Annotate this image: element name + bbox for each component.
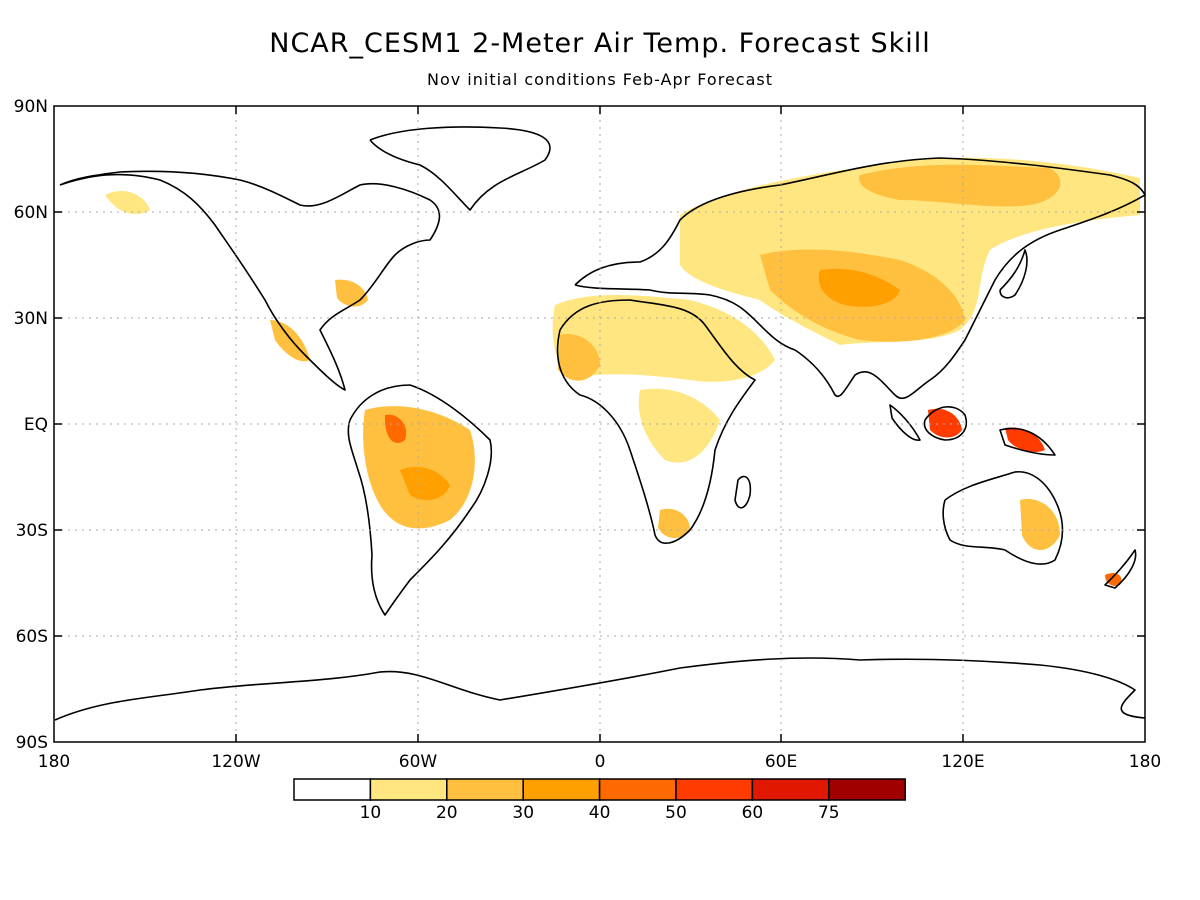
lon-label-180e: 180 bbox=[1129, 752, 1161, 772]
skill-shading bbox=[105, 157, 1140, 586]
coast-greenland bbox=[369, 126, 551, 211]
skill-region-siberia bbox=[859, 164, 1061, 207]
lat-label-30n: 30N bbox=[14, 309, 48, 329]
lon-label-180w: 180 bbox=[38, 752, 70, 772]
skill-region-us-east bbox=[335, 279, 368, 307]
lat-label-eq: EQ bbox=[24, 415, 48, 435]
lon-label-120e: 120E bbox=[941, 752, 984, 772]
colorbar-swatch bbox=[293, 778, 372, 801]
lat-label-90n: 90N bbox=[14, 97, 48, 117]
skill-region-new-guinea bbox=[1005, 427, 1045, 452]
coast-australia bbox=[942, 471, 1064, 565]
coast-new-zealand bbox=[1104, 549, 1137, 589]
skill-region-sahara bbox=[552, 295, 775, 382]
coast-north-america bbox=[59, 170, 441, 391]
skill-region-east-australia bbox=[1020, 499, 1060, 550]
skill-region-new-zealand bbox=[1105, 573, 1122, 586]
lat-label-90s: 90S bbox=[16, 733, 48, 753]
lat-label-60n: 60N bbox=[14, 203, 48, 223]
colorbar-swatch bbox=[522, 778, 601, 801]
coast-south-america bbox=[347, 384, 493, 616]
skill-region-borneo bbox=[928, 408, 962, 438]
coast-sumatra bbox=[889, 404, 921, 441]
coast-new-guinea bbox=[999, 427, 1056, 456]
lat-labels: 90N 60N 30N EQ 30S 60S 90S bbox=[14, 97, 48, 753]
skill-region-tibet bbox=[818, 268, 900, 307]
coast-africa bbox=[556, 299, 756, 544]
colorbar-swatch bbox=[369, 778, 448, 801]
skill-region-alaska bbox=[105, 190, 150, 215]
colorbar-swatch bbox=[598, 778, 677, 801]
coast-borneo bbox=[923, 406, 967, 441]
lon-label-0: 0 bbox=[595, 752, 606, 772]
map-title: NCAR_CESM1 2-Meter Air Temp. Forecast Sk… bbox=[269, 28, 931, 59]
skill-region-east-africa bbox=[638, 388, 720, 463]
skill-region-amazon-core bbox=[384, 414, 407, 443]
gridlines bbox=[54, 106, 1145, 742]
colorbar-swatch bbox=[751, 778, 830, 801]
skill-region-brazil bbox=[400, 466, 450, 501]
lat-label-30s: 30S bbox=[16, 521, 48, 541]
coast-madagascar bbox=[734, 475, 752, 509]
coast-eurasia bbox=[574, 157, 1146, 400]
colorbar-label: 50 bbox=[665, 803, 687, 823]
skill-region-southern-africa bbox=[658, 508, 690, 539]
lon-label-120w: 120W bbox=[211, 752, 260, 772]
lon-label-60w: 60W bbox=[399, 752, 438, 772]
colorbar-label: 30 bbox=[512, 803, 534, 823]
skill-region-west-africa bbox=[558, 334, 600, 381]
lon-labels: 180 120W 60W 0 60E 120E 180 bbox=[38, 752, 1161, 772]
lat-label-60s: 60S bbox=[16, 627, 48, 647]
map-subtitle: Nov initial conditions Feb-Apr Forecast bbox=[426, 70, 773, 89]
colorbar-label: 60 bbox=[742, 803, 764, 823]
lon-label-60e: 60E bbox=[765, 752, 797, 772]
colorbar-label: 75 bbox=[818, 803, 840, 823]
colorbar-label: 20 bbox=[436, 803, 458, 823]
colorbar-swatch bbox=[446, 778, 524, 801]
coastlines bbox=[54, 126, 1146, 721]
coast-antarctica bbox=[54, 657, 1146, 721]
colorbar-label: 40 bbox=[589, 803, 611, 823]
axis-ticks bbox=[54, 106, 1145, 742]
colorbar-swatch bbox=[675, 778, 754, 801]
colorbar-swatch bbox=[828, 778, 906, 801]
colorbar: 10 20 30 40 50 60 75 bbox=[293, 778, 906, 823]
coast-japan bbox=[999, 249, 1028, 299]
colorbar-label: 10 bbox=[360, 803, 382, 823]
